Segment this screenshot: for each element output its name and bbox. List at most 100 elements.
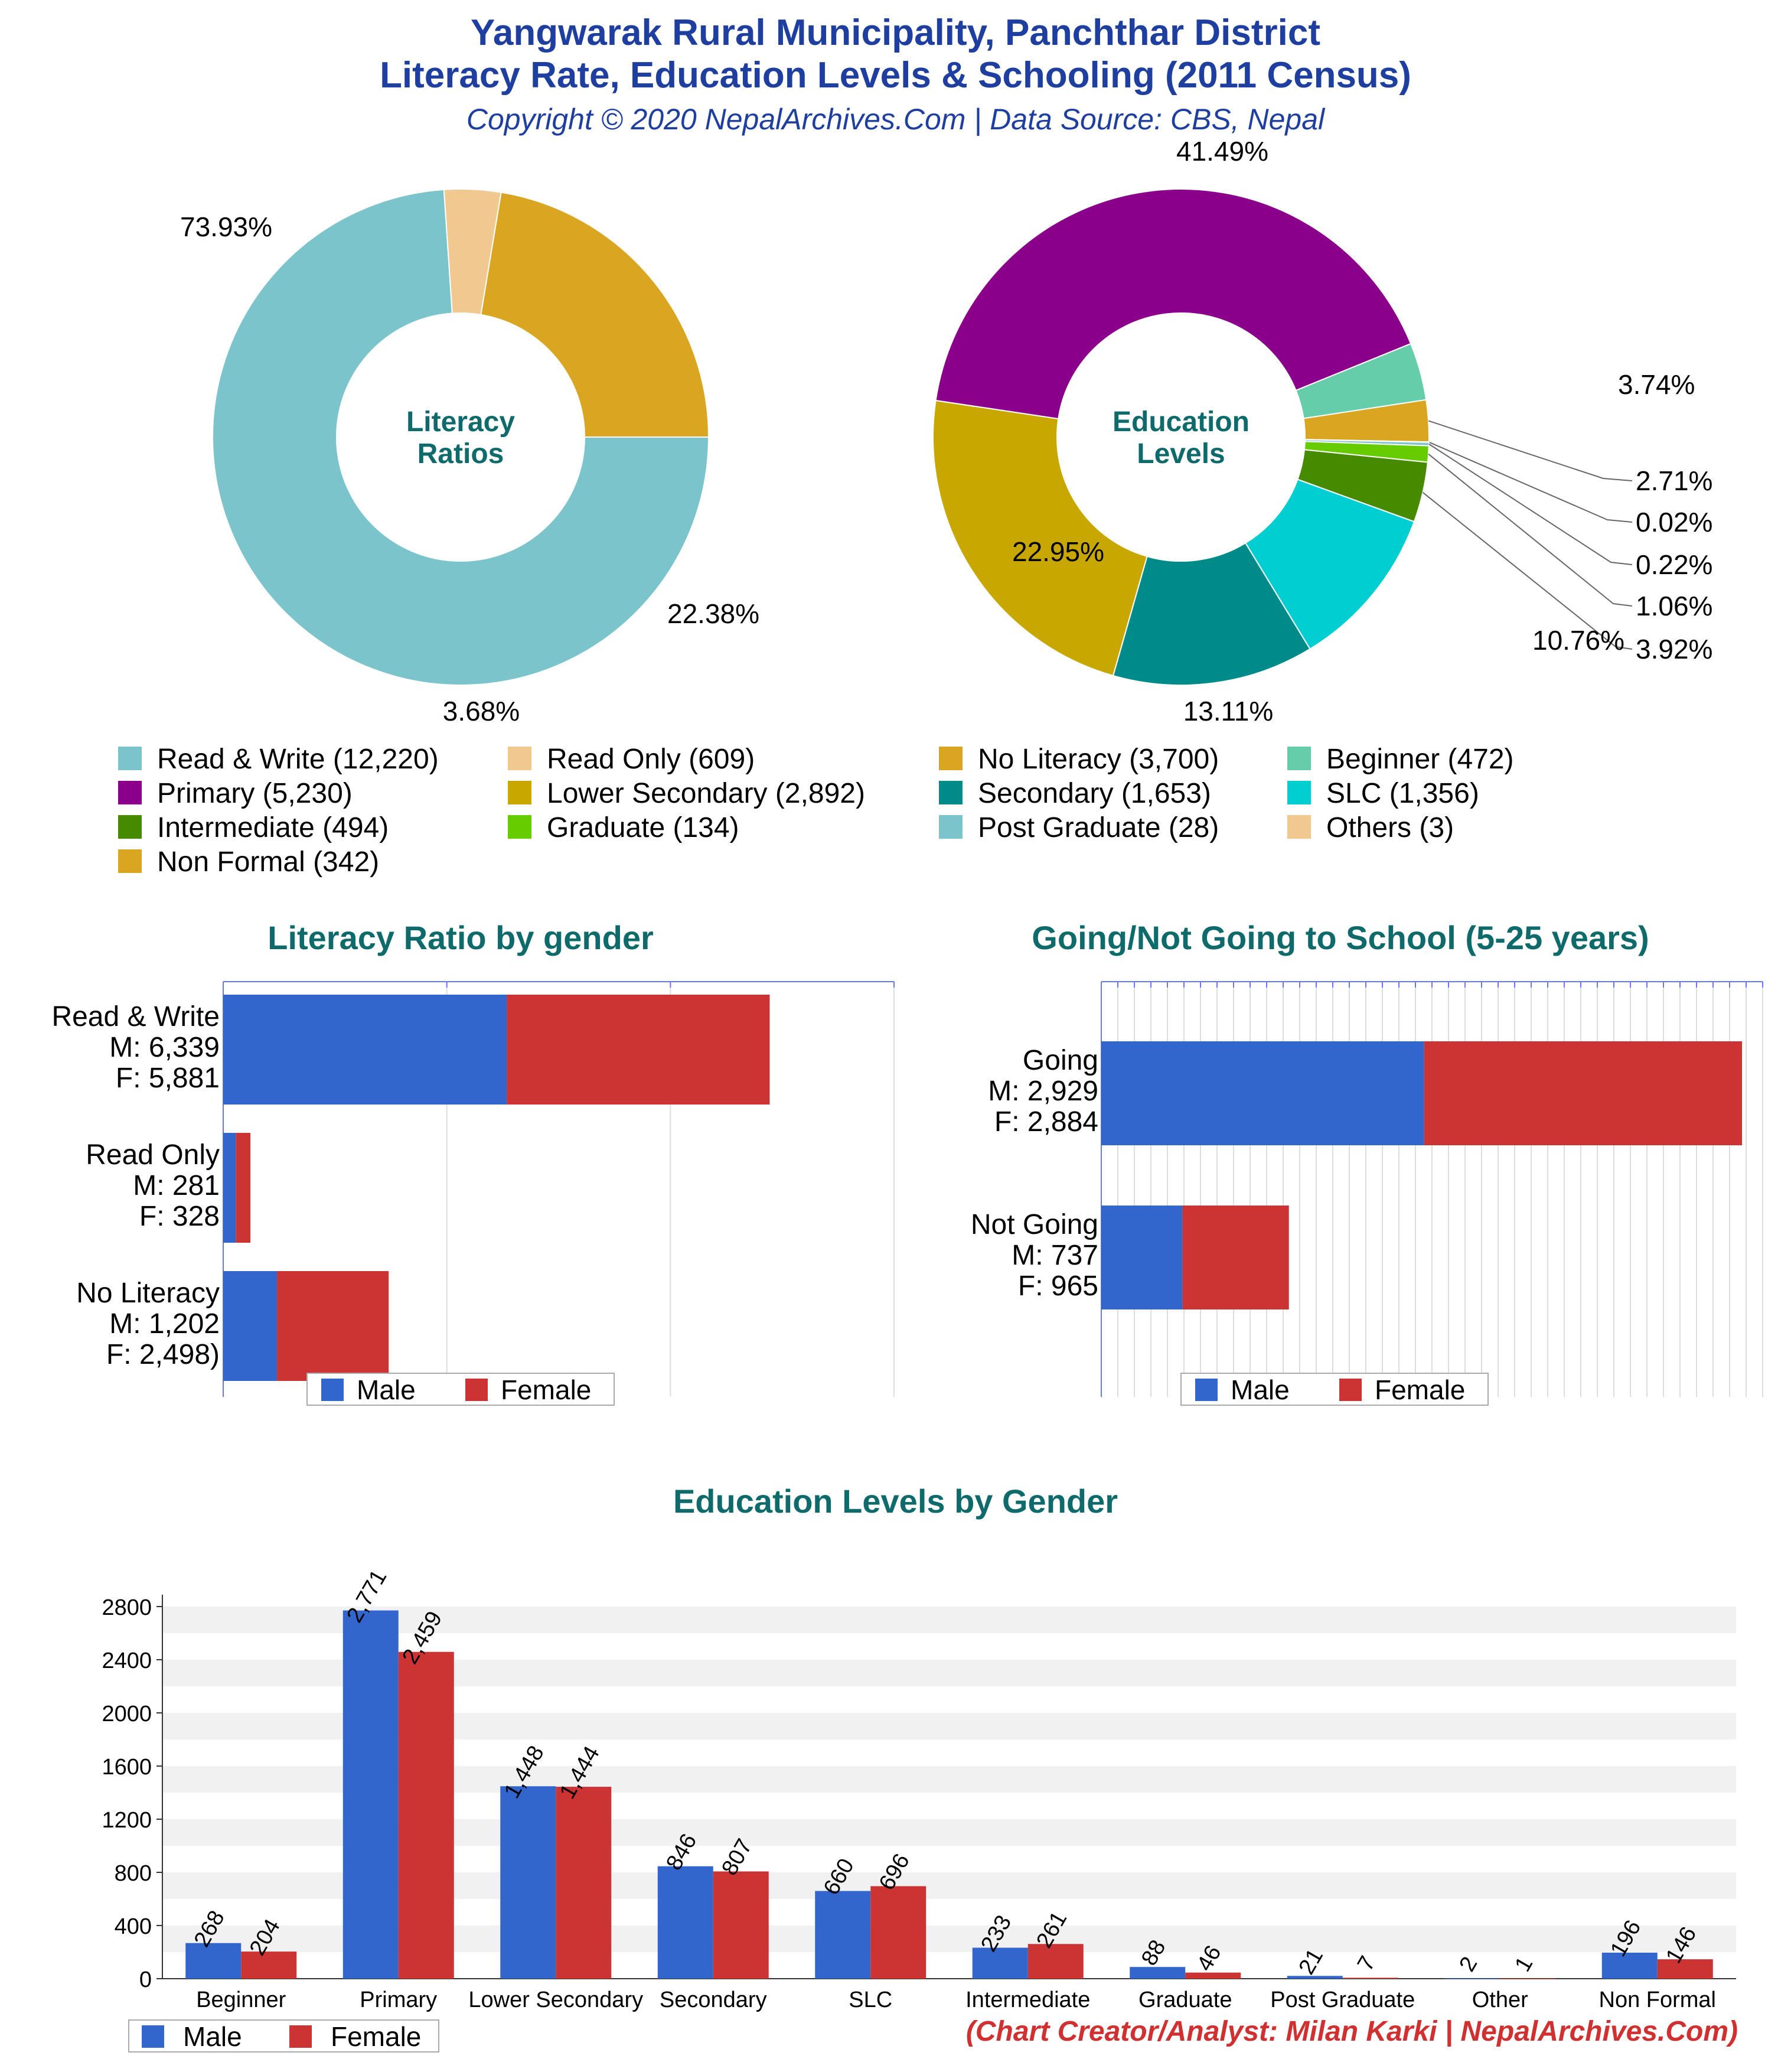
y-tick-label: 1200 (102, 1808, 152, 1833)
bar-male-going (1101, 1041, 1424, 1145)
legend-swatch (508, 815, 531, 839)
category-label-read-only: F: 328 (139, 1201, 220, 1232)
legend-swatch (508, 747, 531, 771)
legend-label: SLC (1,356) (1326, 778, 1479, 809)
pie-label-beginner: 3.74% (1618, 369, 1695, 400)
pie-slice-read-write (212, 188, 710, 686)
bar-male-read-write (223, 995, 507, 1105)
legend-swatch-male (142, 2025, 164, 2048)
pie-label-lower-secondary: 22.95% (1012, 536, 1104, 567)
bar-male-intermediate (972, 1947, 1028, 1979)
page-title-line2: Literacy Rate, Education Levels & School… (380, 55, 1411, 96)
legend-label: Post Graduate (28) (978, 812, 1219, 843)
chart-credit: (Chart Creator/Analyst: Milan Karki | Ne… (965, 2016, 1738, 2047)
bar-female-going (1424, 1041, 1743, 1145)
legend-label: Lower Secondary (2,892) (547, 778, 865, 809)
legend-swatch-female (1339, 1379, 1362, 1401)
legend-label: Read & Write (12,220) (157, 744, 439, 775)
page-subtitle: Copyright © 2020 NepalArchives.Com | Dat… (466, 103, 1325, 136)
legend-swatch (1287, 781, 1311, 805)
y-tick-label: 800 (115, 1861, 152, 1886)
bar-male-non-formal (1601, 1952, 1658, 1979)
pie-slice-slc (1244, 478, 1415, 650)
legend-label-male: Male (357, 1374, 416, 1405)
legend-item: SLC (1,356) (1287, 777, 1479, 810)
bar-female-post-graduate (1342, 1977, 1398, 1979)
bar-male-post-graduate (1287, 1976, 1343, 1979)
legend-label: Read Only (609) (547, 744, 755, 775)
category-label-no-literacy: M: 1,202 (109, 1308, 220, 1340)
x-tick-label-secondary: Secondary (660, 1988, 767, 2012)
legend-label: Graduate (134) (547, 812, 739, 843)
legend-item: Read Only (609) (508, 743, 755, 776)
legend-swatch (508, 781, 531, 805)
bar-female-primary (398, 1651, 454, 1979)
donut-title-line: Levels (1137, 438, 1225, 470)
bar-female-lower-secondary (556, 1787, 612, 1979)
x-tick-label-lower-secondary: Lower Secondary (468, 1988, 643, 2012)
bar-male-primary (342, 1610, 399, 1979)
pie-label-post-graduate: 0.22% (1636, 549, 1712, 580)
legend-swatch (118, 747, 142, 771)
category-label-going: Going (1023, 1045, 1098, 1076)
pie-label-graduate: 1.06% (1636, 591, 1712, 621)
x-tick-label-graduate: Graduate (1138, 1988, 1232, 2012)
bar-female-intermediate (1027, 1944, 1084, 1979)
legend-swatch (1287, 747, 1311, 771)
x-tick-label-post-graduate: Post Graduate (1270, 1988, 1415, 2012)
legend-item: Primary (5,230) (118, 777, 353, 810)
donut-title-line: Literacy (406, 406, 515, 438)
pie-slice-lower-secondary (932, 399, 1148, 677)
legend-swatch-female (289, 2025, 312, 2048)
bar-male-secondary (657, 1866, 713, 1979)
bar-female-secondary (713, 1871, 769, 1979)
bar-female-slc (870, 1886, 927, 1979)
legend-item: Secondary (1,653) (939, 777, 1211, 810)
pie-label-slc: 10.76% (1532, 625, 1624, 656)
y-tick-label: 400 (115, 1914, 152, 1939)
bar-male-no-literacy (223, 1271, 278, 1381)
literacy-by-gender-title: Literacy Ratio by gender (267, 919, 654, 956)
legend-label: Non Formal (342) (157, 846, 380, 878)
legend-swatch (118, 781, 142, 805)
pie-label-non-formal: 2.71% (1636, 465, 1712, 496)
legend-label: Primary (5,230) (157, 778, 353, 809)
x-tick-label-beginner: Beginner (196, 1988, 286, 2012)
category-label-read-only: Read Only (86, 1139, 220, 1171)
bar-female-read-only (236, 1133, 251, 1243)
category-label-going: M: 2,929 (988, 1076, 1098, 1107)
x-tick-label-non-formal: Non Formal (1599, 1988, 1717, 2012)
category-label-read-write: Read & Write (51, 1001, 220, 1032)
legend-swatch (939, 815, 963, 839)
bar-male-graduate (1130, 1967, 1186, 1979)
bar-female-beginner (241, 1952, 297, 1979)
legend-item: Non Formal (342) (118, 846, 379, 879)
pie-label-read-only: 3.68% (443, 696, 520, 726)
bar-male-slc (815, 1891, 871, 1979)
x-tick-label-primary: Primary (360, 1988, 437, 2012)
category-label-not-going: Not Going (971, 1209, 1098, 1240)
bar-female-graduate (1185, 1972, 1241, 1979)
pie-slice-no-literacy (480, 191, 710, 438)
legend-label: No Literacy (3,700) (978, 744, 1219, 775)
pie-label-primary: 41.49% (1176, 136, 1268, 167)
bar-female-not-going (1182, 1206, 1289, 1309)
legend-label-male: Male (183, 2021, 242, 2052)
y-tick-label: 2800 (102, 1595, 152, 1620)
education-levels-donut: 3.74% 2.71% 0.02% 0.22% 1.06% 3.92% 10.76% 13.1… (932, 136, 1712, 726)
legend-label-male: Male (1231, 1374, 1290, 1405)
y-tick-label: 2400 (102, 1649, 152, 1673)
bar-female-no-literacy (277, 1271, 389, 1381)
education-by-gender-title: Education Levels by Gender (673, 1483, 1118, 1520)
category-label-not-going: F: 965 (1018, 1270, 1098, 1302)
pie-slice-secondary (1112, 542, 1311, 686)
bar-female-read-write (507, 995, 770, 1105)
bar-male-beginner (185, 1943, 242, 1979)
legend-swatch (118, 815, 142, 839)
pie-label-others: 0.02% (1636, 507, 1712, 537)
legend-swatch (1287, 815, 1311, 839)
category-label-read-only: M: 281 (133, 1170, 220, 1201)
legend-label-female: Female (501, 1374, 591, 1405)
